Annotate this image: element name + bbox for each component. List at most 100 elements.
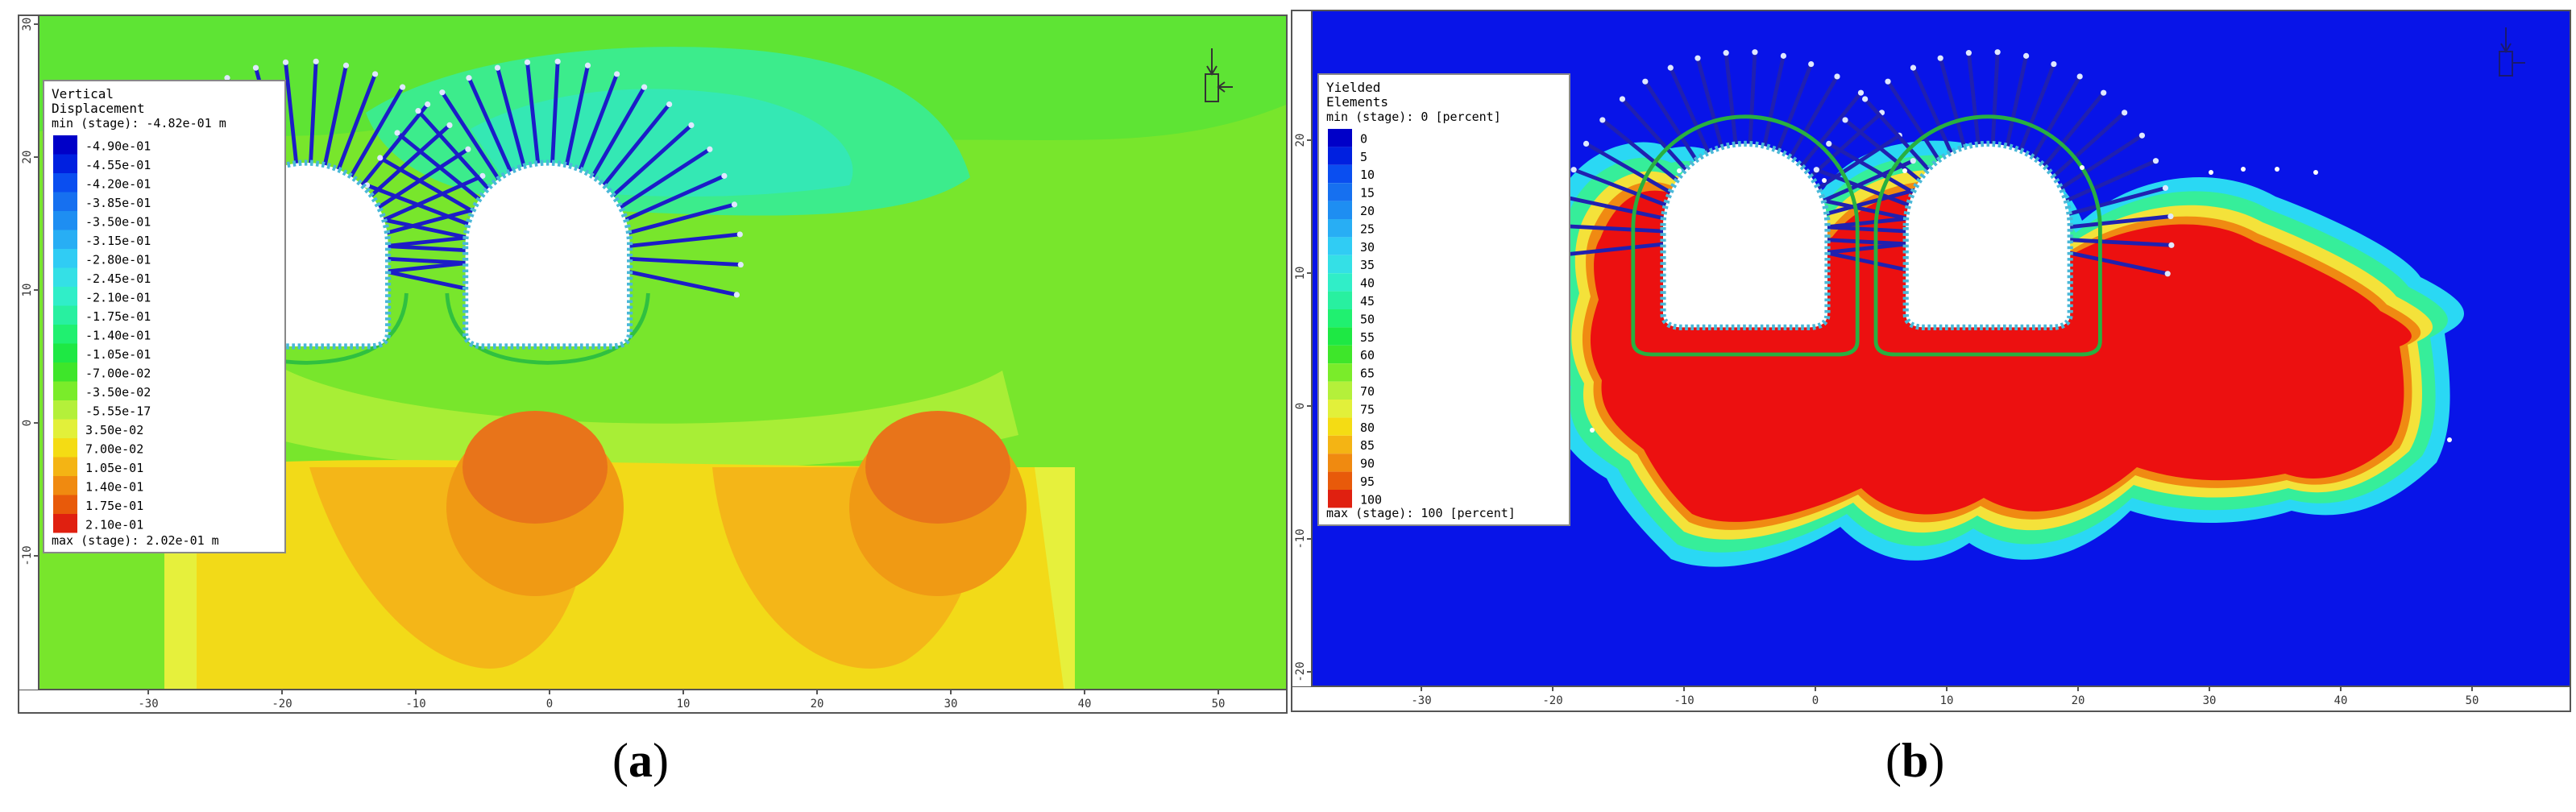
y-tick-label: 10 [21, 284, 34, 297]
rockbolt [361, 147, 470, 220]
legend-swatch [53, 173, 77, 193]
x-tick-label: 50 [1212, 698, 1226, 710]
legend-swatch [1328, 147, 1352, 165]
rockbolt-end [2138, 132, 2146, 139]
rockbolt-end [2162, 184, 2169, 191]
legend-swatch [1328, 164, 1352, 184]
rockbolt-end [524, 59, 531, 65]
legend-swatch [53, 325, 77, 344]
rockbolt-end [377, 155, 384, 161]
rockbolt [1562, 240, 1678, 257]
legend-label: 100 [1360, 492, 1382, 507]
tunnel-opening [463, 160, 633, 350]
x-tick-label: -30 [1411, 694, 1431, 707]
legend-label: 75 [1360, 402, 1375, 416]
legend-label: 1.05e-01 [85, 461, 143, 475]
rockbolt-end [2164, 271, 2171, 277]
legend-label: 85 [1360, 438, 1375, 453]
rockbolt-end [313, 58, 319, 64]
y-axis-b: 20 10 0 -10 -20 [1292, 11, 1313, 686]
rockbolt [2048, 159, 2157, 210]
legend-label: 7.00e-02 [85, 442, 143, 457]
rockbolt-end [224, 75, 230, 81]
bolt-end-markers-b [1590, 162, 2452, 442]
legend-swatch [1328, 400, 1352, 418]
legend-label: 20 [1360, 204, 1375, 218]
rockbolt [1807, 195, 1923, 224]
rockbolt-end [415, 108, 421, 114]
y-tick-label: 30 [21, 18, 34, 31]
rockbolt-end [1834, 73, 1840, 80]
x-tick-label: -20 [1542, 694, 1562, 707]
rockbolt-end [1570, 167, 1577, 173]
legend-max-label: max (stage): 100 [percent] [1326, 506, 1516, 520]
rockbolt [1573, 168, 1683, 213]
legend-label: -7.00e-02 [85, 367, 151, 381]
rockbolt-end [2167, 213, 2174, 220]
legend-label: -1.05e-01 [85, 347, 151, 362]
panel-a-vertical-displacement: -30 -20 -10 0 10 20 30 40 50 30 20 10 0 -10 Vertical… [18, 14, 1288, 714]
legend-label: 35 [1360, 258, 1375, 272]
x-tick-label: 30 [944, 698, 958, 710]
rockbolt-end [1862, 96, 1869, 102]
legend-a: Vertical Displacement min (stage): -4.82… [43, 80, 286, 553]
rockbolt [1565, 195, 1680, 224]
legend-label: 2.10e-01 [85, 518, 143, 532]
rockbolt-end [2122, 110, 2128, 116]
legend-swatch [53, 438, 77, 458]
legend-max-label: max (stage): 2.02e-01 m [52, 533, 219, 548]
legend-swatch [53, 192, 77, 211]
legend-label: 90 [1360, 457, 1375, 471]
rockbolt-end [733, 292, 740, 298]
rockbolt-end [1826, 140, 1832, 147]
legend-label: 1.40e-01 [85, 480, 143, 495]
y-tick-label: -10 [1294, 528, 1307, 549]
rockbolt-end [252, 64, 259, 71]
rockbolt-end [1965, 50, 1972, 56]
rockbolt-end [1583, 140, 1590, 147]
rockbolt-end [282, 59, 289, 65]
legend-label: -3.15e-01 [85, 234, 151, 248]
x-tick-label: 40 [2334, 694, 2348, 707]
rockbolt-end [1723, 50, 1729, 56]
legend-label: 65 [1360, 367, 1375, 381]
rockbolt-end [721, 172, 728, 179]
rockbolt-end [342, 62, 350, 68]
tunnel-opening [1660, 140, 1831, 331]
rockbolt-end [1885, 78, 1891, 85]
rockbolt-end [1599, 117, 1606, 123]
legend-label: 55 [1360, 330, 1375, 345]
rockbolt-end [1808, 60, 1815, 68]
heave-peak-left [463, 411, 608, 524]
x-tick-label: 0 [1812, 694, 1819, 707]
rockbolt-end [494, 64, 501, 71]
rockbolt-end [1857, 89, 1865, 96]
legend-label: 5 [1360, 150, 1367, 164]
rockbolt-end [2051, 60, 2057, 68]
legend-label: -2.80e-01 [85, 253, 151, 267]
rockbolt-end [372, 71, 379, 77]
rockbolt-end [400, 84, 406, 90]
x-tick-label: 20 [2072, 694, 2085, 707]
rockbolt-end [737, 261, 744, 268]
legend-label: -5.55e-17 [85, 404, 151, 419]
heave-peak-right [865, 411, 1010, 524]
legend-label: 0 [1360, 131, 1367, 146]
legend-swatch [1328, 417, 1352, 436]
legend-swatch [1328, 435, 1352, 454]
rockbolt-end [1695, 55, 1701, 61]
legend-swatch [53, 381, 77, 400]
y-tick-label: 0 [1294, 403, 1307, 409]
legend-label: -4.90e-01 [85, 139, 151, 154]
x-axis-a: -30 -20 -10 0 10 20 30 40 50 [19, 689, 1286, 712]
legend-swatch [53, 230, 77, 249]
legend-label: 95 [1360, 474, 1375, 489]
x-tick-label: -10 [405, 698, 425, 710]
liner-rings-b [1631, 114, 2102, 357]
legend-label: 30 [1360, 240, 1375, 255]
legend-title-line1: Yielded [1326, 80, 1380, 95]
caption-b: (b) [1885, 734, 1945, 787]
rockbolt [2053, 247, 2168, 276]
legend-label: 40 [1360, 276, 1375, 291]
y-tick-label: 10 [1294, 267, 1307, 280]
